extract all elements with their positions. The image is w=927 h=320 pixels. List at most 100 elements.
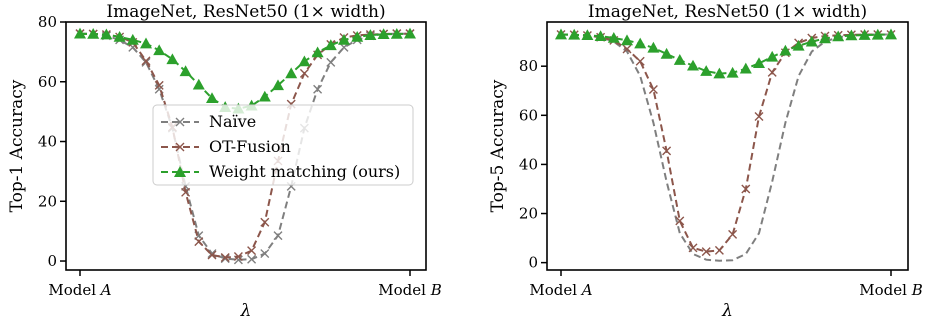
y-tick-label: 0 <box>47 252 57 270</box>
data-point-triangle <box>311 46 324 58</box>
data-point-x <box>635 56 645 66</box>
y-tick-label: 60 <box>519 106 538 124</box>
data-point-triangle <box>594 30 607 42</box>
data-point-triangle <box>351 30 364 42</box>
data-point-x <box>675 216 685 226</box>
data-point-triangle <box>100 28 113 40</box>
x-tick-label: Model A <box>529 281 592 299</box>
x-tick-var: A <box>99 281 112 299</box>
data-point-triangle <box>845 29 858 41</box>
x-tick-label: Model A <box>48 281 111 299</box>
chart-panel-2: ImageNet, ResNet50 (1× width) 0 20 40 60 80 Mo… <box>488 2 923 320</box>
data-point-triangle <box>726 66 739 78</box>
data-point-x <box>339 42 349 52</box>
legend-swatch-marker <box>175 117 185 127</box>
x-axis-label: λ <box>240 301 252 320</box>
x-tick-label: Model B <box>859 281 922 299</box>
data-point-triangle <box>272 79 284 91</box>
y-tick-label: 40 <box>519 155 538 173</box>
data-point-x <box>154 80 164 90</box>
data-point-triangle <box>324 39 337 51</box>
data-point-triangle <box>87 27 100 39</box>
x-tick-prefix: Model <box>529 281 581 299</box>
data-point-triangle <box>364 29 377 40</box>
data-point-triangle <box>153 44 166 56</box>
data-point-triangle <box>885 28 897 40</box>
data-point-triangle <box>660 47 673 59</box>
data-point-triangle <box>555 28 567 40</box>
data-point-x <box>273 231 283 241</box>
data-point-x <box>701 247 711 257</box>
data-point-triangle <box>390 27 403 39</box>
data-point-x <box>233 252 243 262</box>
data-point-x <box>260 249 270 259</box>
legend-swatch-marker <box>175 142 185 152</box>
data-point-x <box>194 237 204 247</box>
data-point-x <box>247 254 257 264</box>
series-line-2 <box>560 33 891 253</box>
data-point-x <box>688 243 698 253</box>
chart-panel-1: ImageNet, ResNet50 (1× width) 0 20 40 60 80 Mo… <box>7 2 442 320</box>
chart-title: ImageNet, ResNet50 (1× width) <box>106 2 385 22</box>
legend-swatch-marker <box>174 166 186 177</box>
data-point-triangle <box>568 28 581 40</box>
series-line-1 <box>560 33 891 262</box>
data-point-triangle <box>166 53 179 65</box>
data-point-triangle <box>805 35 818 47</box>
data-point-x <box>181 187 191 197</box>
data-point-triangle <box>179 65 192 77</box>
data-point-x <box>299 68 309 78</box>
y-tick-label: 20 <box>519 205 538 223</box>
data-point-x <box>247 246 257 256</box>
data-point-triangle <box>832 30 845 42</box>
data-point-triangle <box>404 27 416 39</box>
data-point-x <box>648 85 658 95</box>
data-point-x <box>741 184 751 194</box>
data-point-triangle <box>192 78 205 90</box>
data-point-x <box>754 112 764 122</box>
data-point-triangle <box>779 44 792 56</box>
data-point-triangle <box>713 67 726 79</box>
data-point-triangle <box>739 62 752 74</box>
x-tick-prefix: Model <box>859 281 911 299</box>
x-tick-var: A <box>580 281 593 299</box>
data-point-x <box>622 44 632 54</box>
data-point-triangle <box>140 37 152 49</box>
data-point-triangle <box>74 27 86 39</box>
x-axis-label: λ <box>721 301 733 320</box>
x-tick-prefix: Model <box>378 281 430 299</box>
data-point-triangle <box>338 33 350 45</box>
x-tick-var: B <box>430 281 442 299</box>
x-tick-label: Model B <box>378 281 441 299</box>
data-point-triangle <box>700 65 713 76</box>
y-tick-label: 40 <box>38 133 57 151</box>
x-tick-prefix: Model <box>48 281 100 299</box>
legend-label: OT-Fusion <box>209 137 291 156</box>
y-tick-label: 80 <box>519 57 538 75</box>
plot-frame <box>546 21 909 271</box>
data-point-x <box>313 84 323 94</box>
y-axis-label: Top-5 Accuracy <box>488 79 508 212</box>
data-point-triangle <box>258 90 271 102</box>
data-point-x <box>714 245 724 255</box>
data-point-triangle <box>634 37 647 49</box>
data-point-triangle <box>819 32 831 44</box>
data-point-triangle <box>113 30 126 42</box>
data-point-triangle <box>871 28 884 40</box>
data-point-x <box>220 252 230 262</box>
data-point-triangle <box>766 50 779 62</box>
data-point-triangle <box>858 29 871 40</box>
data-point-triangle <box>298 55 311 67</box>
data-point-triangle <box>285 67 298 79</box>
data-point-triangle <box>126 33 139 45</box>
y-tick-label: 0 <box>528 254 538 272</box>
legend: Naïve OT-Fusion Weight matching (ours) <box>152 104 414 186</box>
data-point-triangle <box>206 92 218 103</box>
chart-title: ImageNet, ResNet50 (1× width) <box>588 2 867 22</box>
data-point-x <box>662 146 672 156</box>
data-point-triangle <box>621 34 633 46</box>
data-point-triangle <box>753 57 765 69</box>
data-point-triangle <box>792 39 805 51</box>
data-point-triangle <box>581 29 594 41</box>
